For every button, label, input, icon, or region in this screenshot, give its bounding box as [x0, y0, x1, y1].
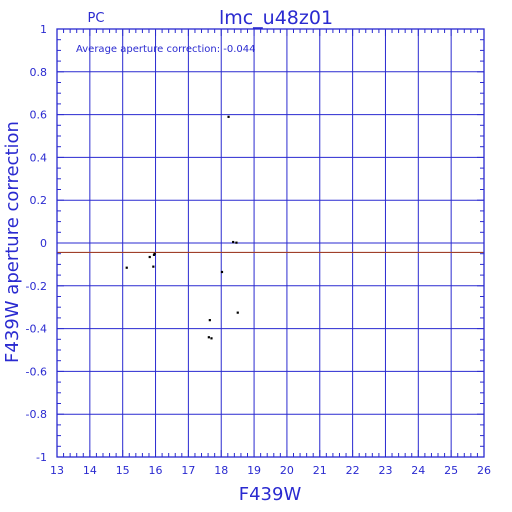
data-point	[207, 336, 210, 339]
data-point	[153, 252, 156, 255]
data-point	[148, 255, 151, 259]
x-tick-label: 22	[346, 464, 360, 477]
data-point	[210, 337, 213, 340]
y-tick-label: -0.6	[26, 365, 47, 378]
y-tick-label: 0.2	[30, 194, 48, 207]
y-tick-label: 1	[40, 23, 47, 36]
data-points	[125, 115, 239, 340]
y-tick-label: -0.8	[26, 408, 47, 421]
x-tick-label: 14	[83, 464, 97, 477]
x-tick-label: 23	[378, 464, 392, 477]
data-point	[227, 115, 230, 118]
grid	[57, 29, 484, 457]
data-point	[220, 270, 224, 274]
y-tick-label: 0.4	[30, 151, 48, 164]
tick-marks	[56, 28, 485, 458]
y-tick-label: -0.2	[26, 280, 47, 293]
data-point	[235, 241, 238, 244]
x-axis-label: F439W	[239, 484, 302, 505]
x-tick-label: 25	[444, 464, 458, 477]
x-tick-label: 21	[313, 464, 327, 477]
x-tick-label: 19	[247, 464, 261, 477]
y-tick-label: 0.6	[30, 109, 48, 122]
x-tick-label: 26	[477, 464, 491, 477]
data-point	[125, 266, 128, 269]
chart-title: lmc_u48z01	[219, 7, 333, 29]
camera-label: PC	[88, 11, 105, 26]
data-point	[152, 265, 155, 268]
x-tick-label: 24	[411, 464, 425, 477]
y-tick-label: 0	[40, 237, 47, 250]
data-point	[232, 240, 235, 244]
x-tick-label: 15	[116, 464, 130, 477]
data-point	[208, 319, 211, 322]
x-tick-labels: 13 14 15 16 17 18 19 20 21 22 23 24 25 26	[50, 464, 491, 477]
average-correction-annotation: Average aperture correction: -0.044	[76, 44, 256, 55]
x-tick-label: 13	[50, 464, 64, 477]
y-tick-label: -0.4	[26, 323, 47, 336]
x-tick-label: 18	[214, 464, 228, 477]
y-tick-label: 0.8	[30, 66, 48, 79]
data-point	[236, 311, 239, 314]
x-tick-label: 20	[280, 464, 294, 477]
x-tick-label: 16	[149, 464, 163, 477]
y-axis-label: F439W aperture correction	[2, 121, 23, 363]
y-tick-labels: -1 -0.8 -0.6 -0.4 -0.2 0 0.2 0.4 0.6 0.8 1	[26, 23, 47, 464]
y-tick-label: -1	[36, 451, 47, 464]
x-tick-label: 17	[181, 464, 195, 477]
